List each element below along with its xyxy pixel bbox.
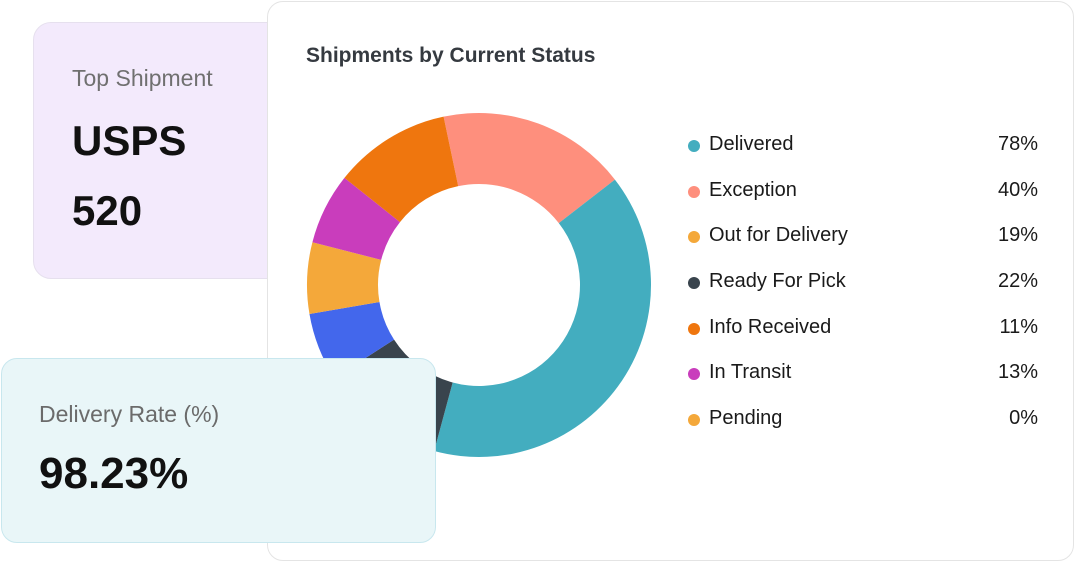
delivery-rate-value: 98.23% — [39, 449, 189, 498]
delivery-rate-label: Delivery Rate (%) — [39, 401, 220, 427]
donut-slice[interactable] — [312, 177, 400, 260]
legend-label: Info Received — [709, 315, 832, 338]
legend-item[interactable]: Out for Delivery 19% — [688, 221, 1038, 267]
legend-label: Exception — [709, 178, 797, 201]
legend-item[interactable]: Exception 40% — [688, 176, 1038, 222]
legend-dot-icon — [688, 140, 700, 152]
legend-dot-icon — [688, 185, 700, 198]
legend-value: 13% — [997, 361, 1038, 384]
legend-dot-icon — [688, 231, 700, 244]
chart-legend: Delivered 78% Exception 40% Out for Deli… — [688, 130, 1038, 450]
legend-dot-icon — [688, 414, 700, 427]
legend-dot-icon — [688, 322, 700, 335]
legend-item[interactable]: Info Received 11% — [688, 313, 1038, 359]
legend-item[interactable]: Delivered 78% — [688, 130, 1038, 176]
legend-label: Out for Delivery — [709, 224, 848, 247]
legend-value: 22% — [997, 270, 1038, 293]
legend-item[interactable]: Ready For Pick 22% — [688, 267, 1038, 313]
top-shipment-label: Top Shipment — [72, 65, 213, 91]
delivery-rate-card: Delivery Rate (%) 98.23% — [1, 358, 436, 543]
donut-slice[interactable] — [307, 242, 382, 315]
donut-slice[interactable] — [344, 116, 459, 223]
legend-label: Ready For Pick — [709, 270, 846, 293]
legend-label: In Transit — [709, 361, 792, 384]
legend-label: Delivered — [709, 133, 794, 155]
legend-item[interactable]: In Transit 13% — [688, 358, 1038, 404]
legend-value: 78% — [997, 133, 1038, 155]
top-shipment-card: Top Shipment USPS 520 — [33, 22, 313, 279]
chart-title: Shipments by Current Status — [306, 44, 596, 67]
top-shipment-count: 520 — [72, 187, 143, 234]
legend-item[interactable]: Pending 0% — [688, 404, 1038, 450]
legend-dot-icon — [688, 368, 700, 381]
legend-dot-icon — [688, 277, 700, 290]
donut-slice[interactable] — [443, 113, 615, 224]
top-shipment-carrier: USPS — [72, 117, 187, 164]
legend-value: 19% — [997, 224, 1038, 247]
legend-value: 0% — [1009, 407, 1038, 430]
donut-slice[interactable] — [434, 179, 652, 458]
legend-label: Pending — [709, 407, 783, 430]
legend-value: 11% — [999, 315, 1038, 338]
legend-value: 40% — [997, 178, 1038, 201]
